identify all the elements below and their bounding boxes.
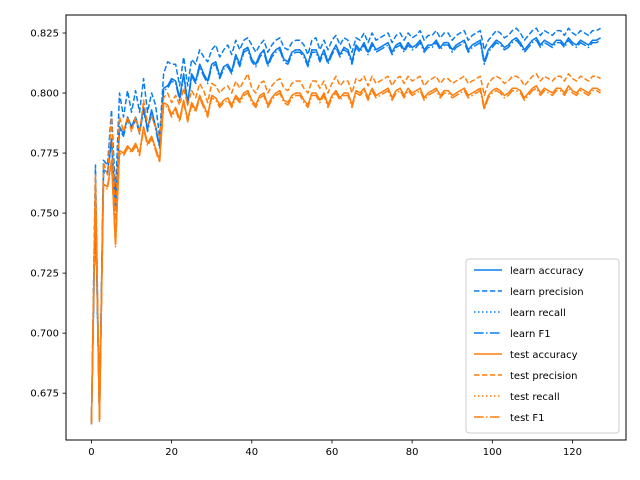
plot-frame xyxy=(65,14,627,441)
series-layer xyxy=(90,27,601,425)
x-tick-label: 20 xyxy=(165,447,178,458)
x-tick-label: 80 xyxy=(406,447,419,458)
legend-box xyxy=(465,258,620,434)
legend-label-learn-f1: learn F1 xyxy=(510,329,551,340)
y-tick-label: 0.700 xyxy=(30,329,59,340)
x-axis: 0 20 40 60 80 100 120 xyxy=(88,440,582,458)
x-tick-label: 0 xyxy=(88,447,94,458)
series-line-test-precision xyxy=(90,73,601,420)
y-tick-label: 0.825 xyxy=(30,29,59,40)
y-tick-label: 0.775 xyxy=(30,149,59,160)
legend: learn accuracy learn precision learn recal… xyxy=(465,258,620,434)
x-tick-label: 120 xyxy=(563,447,582,458)
legend-label-learn-precision: learn precision xyxy=(510,287,584,298)
y-tick-label: 0.800 xyxy=(30,89,59,100)
series-line-test-recall xyxy=(90,85,601,423)
legend-label-test-precision: test precision xyxy=(510,371,578,382)
x-tick-label: 100 xyxy=(483,447,502,458)
x-tick-label: 60 xyxy=(326,447,339,458)
x-tick-label: 40 xyxy=(245,447,258,458)
legend-label-learn-recall: learn recall xyxy=(510,308,566,319)
series-line-test-f1 xyxy=(90,87,601,425)
series-line-learn-f1 xyxy=(90,39,601,425)
y-tick-label: 0.725 xyxy=(30,269,59,280)
y-tick-label: 0.675 xyxy=(30,389,59,400)
legend-label-test-recall: test recall xyxy=(510,392,560,403)
legend-label-test-f1: test F1 xyxy=(510,413,545,424)
series-line-learn-precision xyxy=(90,27,601,420)
y-axis: 0.675 0.700 0.725 0.750 0.775 0.800 0.825 xyxy=(30,29,66,400)
y-tick-label: 0.750 xyxy=(30,209,59,220)
legend-label-test-accuracy: test accuracy xyxy=(510,350,578,361)
legend-label-learn-accuracy: learn accuracy xyxy=(510,266,584,277)
